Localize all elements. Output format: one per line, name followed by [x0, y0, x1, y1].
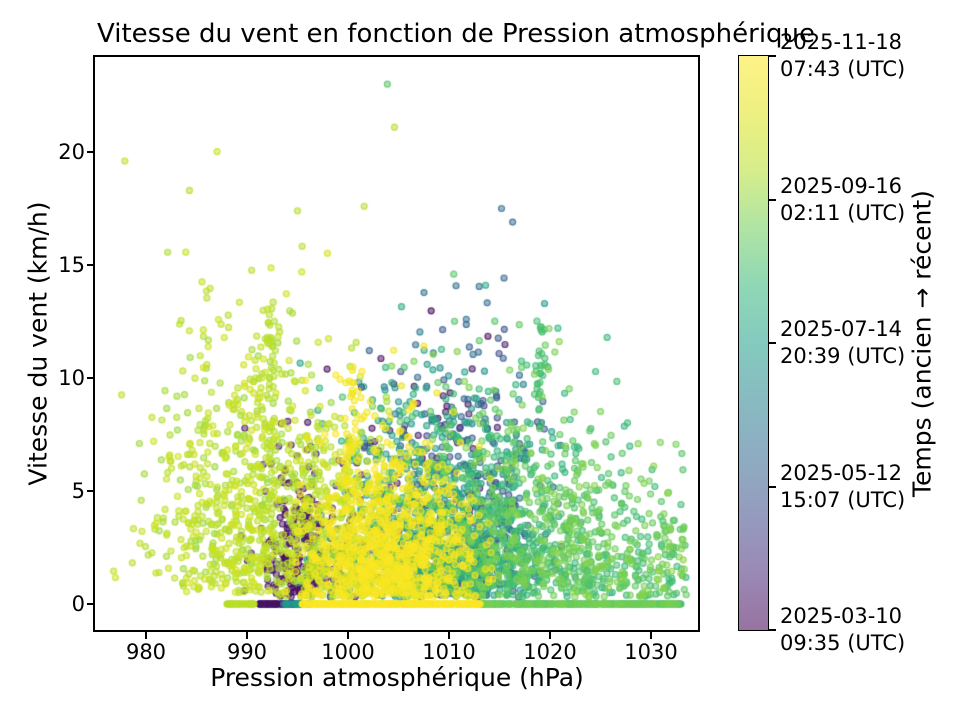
colorbar-tick-label: 2025-03-10 09:35 (UTC) — [780, 604, 906, 655]
x-tick-mark — [549, 632, 551, 639]
y-tick-mark — [87, 490, 94, 492]
x-tick-label: 1030 — [624, 640, 678, 664]
x-tick-mark — [347, 632, 349, 639]
x-tick-label: 1010 — [422, 640, 476, 664]
colorbar-tick-label: 2025-09-16 02:11 (UTC) — [780, 173, 906, 225]
colorbar-gradient — [739, 56, 768, 630]
plot-title: Vitesse du vent en fonction de Pression … — [97, 19, 816, 49]
y-tick-label: 0 — [71, 592, 85, 616]
colorbar-tick-mark — [769, 342, 776, 344]
y-tick-label: 5 — [71, 479, 85, 503]
y-tick-mark — [87, 264, 94, 266]
x-tick-label: 980 — [125, 640, 167, 664]
y-axis-label: Vitesse du vent (km/h) — [23, 201, 53, 486]
y-tick-label: 20 — [58, 140, 85, 164]
x-tick-label: 1020 — [523, 640, 577, 664]
colorbar-axis-label: Temps (ancien → récent) — [907, 190, 937, 497]
x-tick-mark — [145, 632, 147, 639]
colorbar-tick-label: 2025-05-12 15:07 (UTC) — [780, 460, 906, 512]
colorbar-tick-mark — [769, 485, 776, 488]
x-tick-label: 1000 — [321, 640, 375, 664]
colorbar-tick-label: 2025-07-14 20:39 (UTC) — [780, 317, 906, 368]
x-tick-mark — [246, 632, 248, 639]
y-tick-mark — [87, 151, 94, 153]
y-tick-mark — [87, 603, 94, 605]
x-tick-mark — [448, 632, 450, 639]
colorbar — [738, 55, 769, 631]
colorbar-tick-mark — [769, 55, 776, 57]
x-tick-label: 990 — [226, 640, 268, 664]
scatter-canvas — [95, 57, 698, 630]
colorbar-tick-label: 2025-11-18 07:43 (UTC) — [780, 30, 906, 81]
colorbar-tick-mark — [769, 629, 776, 631]
colorbar-tick-mark — [769, 198, 776, 201]
y-tick-label: 15 — [58, 253, 85, 277]
y-tick-mark — [87, 377, 94, 379]
x-axis-label: Pression atmosphérique (hPa) — [210, 663, 584, 692]
x-tick-mark — [650, 632, 652, 639]
y-tick-label: 10 — [58, 366, 85, 390]
